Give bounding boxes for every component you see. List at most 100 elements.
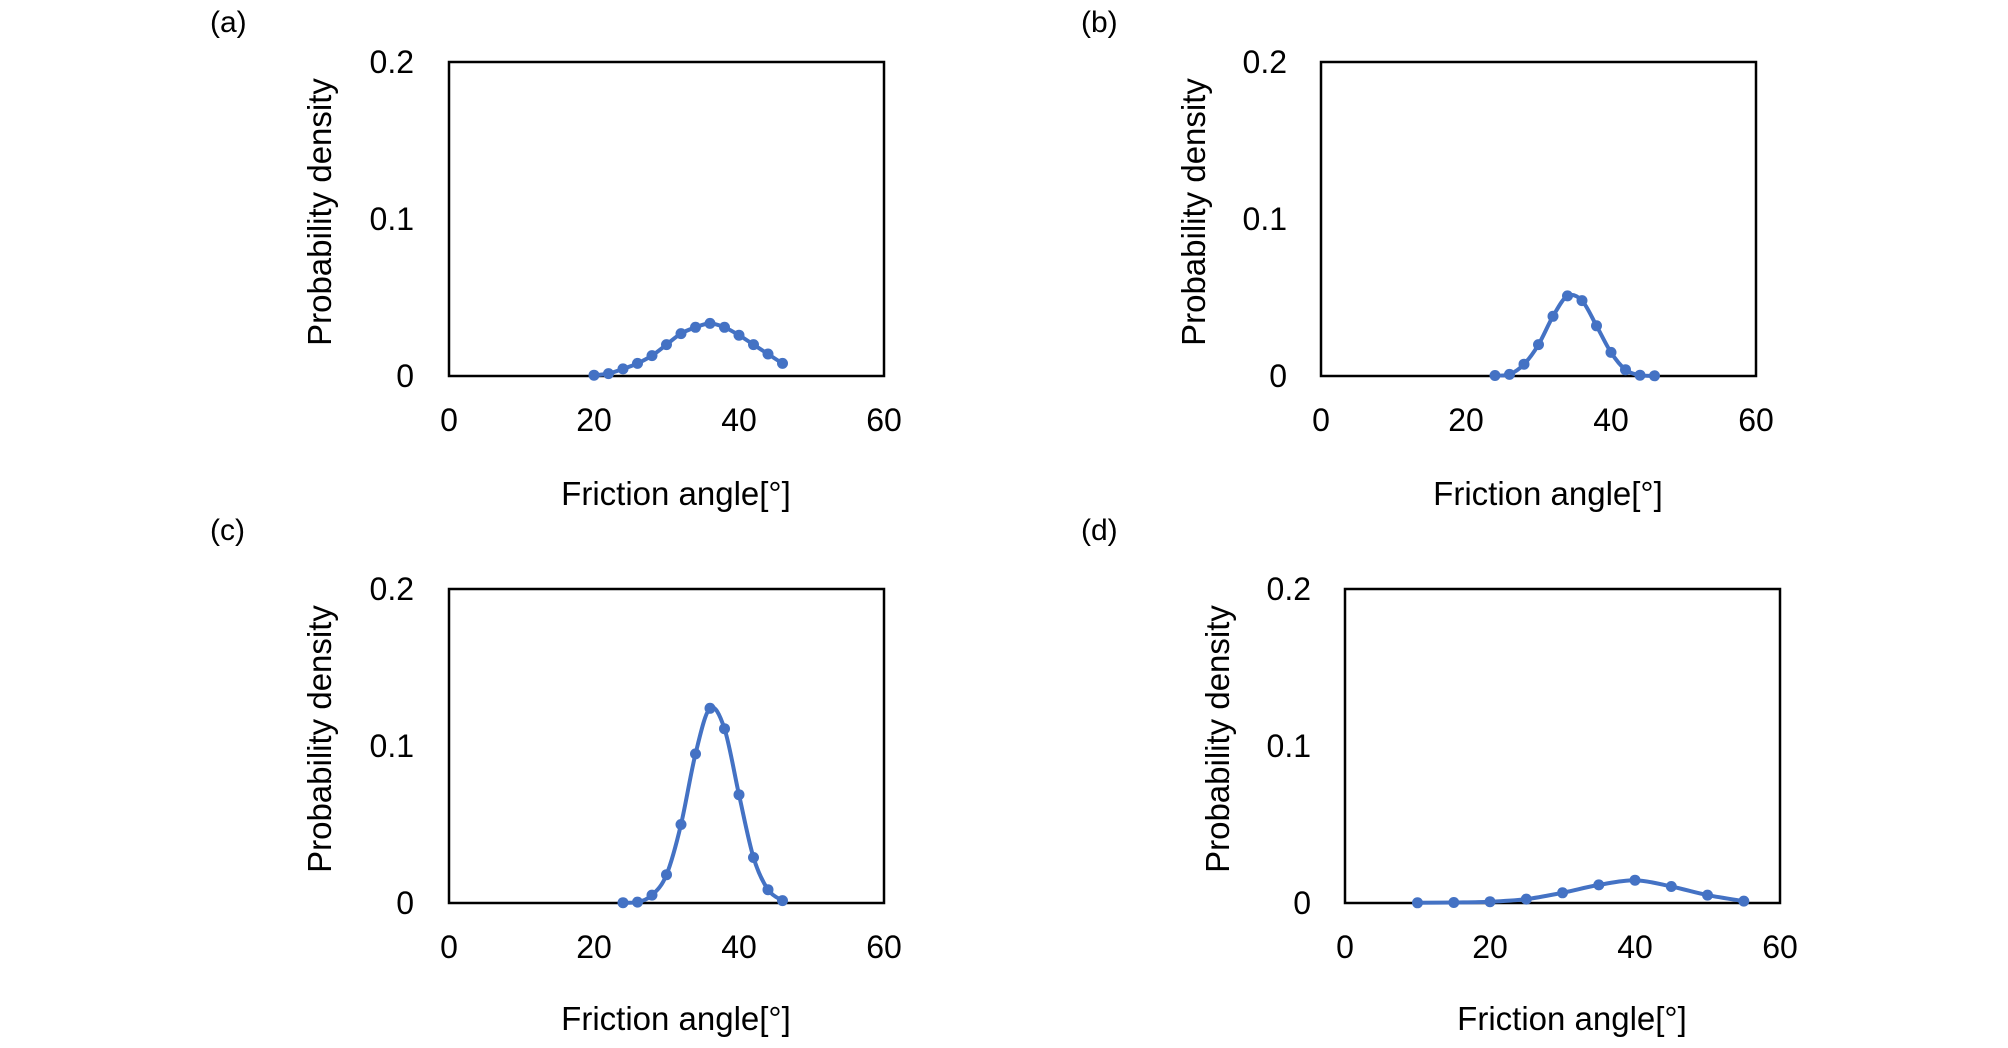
data-point	[1562, 290, 1573, 302]
data-point	[675, 328, 687, 340]
series-line	[622, 705, 784, 905]
data-point	[1620, 364, 1631, 376]
x-tick-label: 20	[1448, 402, 1484, 438]
data-point	[661, 339, 672, 351]
y-axis-title: Probability density	[1175, 78, 1212, 346]
x-tick-label: 20	[576, 929, 612, 965]
x-tick-label: 40	[721, 929, 757, 965]
x-axis-title: Friction angle[°]	[1433, 475, 1663, 512]
x-axis-title: Friction angle[°]	[561, 475, 791, 512]
x-tick-label: 60	[866, 929, 902, 965]
plot-area	[447, 60, 886, 378]
data-point	[733, 329, 745, 341]
x-axis-title: Friction angle[°]	[561, 1000, 791, 1037]
y-tick-label: 0.1	[370, 728, 414, 764]
y-tick-label: 0.2	[370, 44, 414, 80]
series-line	[1417, 878, 1745, 905]
y-tick-label: 0.2	[1267, 571, 1311, 607]
data-point	[1591, 320, 1602, 332]
x-tick-label: 0	[1312, 402, 1330, 438]
data-point	[1702, 889, 1713, 901]
data-point	[1504, 368, 1515, 380]
panel-label: (a)	[210, 6, 247, 39]
panel-a: (a) 0 0.1 0.2 0 20 40 60 Friction angle[…	[210, 6, 902, 512]
series-layer	[588, 317, 788, 381]
panel-label: (d)	[1081, 514, 1118, 547]
y-tick-label: 0.2	[1243, 44, 1287, 80]
y-tick-label: 0.1	[1243, 201, 1287, 237]
plot-area	[1343, 587, 1782, 905]
data-point	[1665, 881, 1677, 892]
data-point	[1547, 310, 1559, 322]
data-point	[777, 357, 788, 369]
series-layer	[1489, 290, 1660, 382]
data-point	[661, 869, 672, 881]
data-point	[1557, 887, 1568, 899]
data-point	[1634, 369, 1646, 381]
panel-label: (c)	[210, 514, 245, 547]
x-tick-label: 60	[1738, 402, 1774, 438]
data-point	[1518, 358, 1530, 370]
x-tick-label: 60	[1762, 929, 1798, 965]
data-point	[632, 896, 643, 908]
x-tick-label: 20	[1472, 929, 1508, 965]
data-point	[762, 348, 774, 360]
y-tick-label: 0	[396, 885, 414, 921]
data-point	[1448, 897, 1460, 908]
x-tick-label: 40	[721, 402, 757, 438]
data-point	[1738, 895, 1750, 907]
x-tick-label: 40	[1617, 929, 1653, 965]
y-tick-label: 0.1	[1267, 728, 1311, 764]
data-point	[733, 789, 745, 801]
y-tick-label: 0.2	[370, 571, 414, 607]
y-tick-label: 0	[1293, 885, 1311, 921]
series-layer	[1412, 874, 1750, 909]
panel-b: (b) 0 0.1 0.2 0 20 40 60 Friction angle[…	[1081, 6, 1774, 512]
y-axis-title: Probability density	[301, 78, 338, 346]
data-point	[777, 895, 788, 907]
data-point	[748, 852, 759, 863]
x-tick-label: 20	[576, 402, 612, 438]
data-point	[1629, 874, 1641, 886]
data-point	[646, 889, 658, 901]
x-tick-label: 0	[440, 402, 458, 438]
data-point	[748, 339, 759, 351]
y-tick-label: 0	[396, 358, 414, 394]
data-point	[617, 363, 629, 375]
data-point	[762, 884, 774, 896]
panel-c: (c) 0 0.1 0.2 0 20 40 60 Friction angle[…	[210, 514, 902, 1037]
data-point	[1533, 339, 1544, 351]
data-point	[617, 897, 629, 909]
data-point	[719, 723, 730, 735]
series-layer	[617, 702, 788, 909]
data-point	[1649, 370, 1660, 382]
data-point	[1484, 896, 1496, 908]
data-point	[690, 321, 701, 333]
data-point	[704, 702, 716, 714]
x-tick-label: 0	[440, 929, 458, 965]
data-point	[1520, 893, 1532, 905]
data-point	[1489, 370, 1501, 381]
x-tick-label: 0	[1336, 929, 1354, 965]
panel-d: (d) 0 0.1 0.2 0 20 40 60 Friction angle[…	[1081, 514, 1798, 1037]
data-point	[704, 317, 716, 329]
data-point	[1576, 295, 1588, 307]
y-axis-title: Probability density	[301, 605, 338, 873]
data-point	[690, 748, 701, 760]
x-tick-label: 60	[866, 402, 902, 438]
plot-area	[447, 587, 886, 905]
x-tick-label: 40	[1593, 402, 1629, 438]
data-point	[646, 350, 658, 362]
x-axis-title: Friction angle[°]	[1457, 1000, 1687, 1037]
data-point	[632, 357, 643, 369]
y-tick-label: 0	[1269, 358, 1287, 394]
data-point	[588, 369, 600, 381]
data-point	[1412, 897, 1423, 909]
y-axis-title: Probability density	[1199, 605, 1236, 873]
y-tick-label: 0.1	[370, 201, 414, 237]
data-point	[675, 819, 687, 830]
data-point	[603, 368, 614, 380]
data-point	[1593, 879, 1605, 891]
data-point	[719, 321, 730, 333]
